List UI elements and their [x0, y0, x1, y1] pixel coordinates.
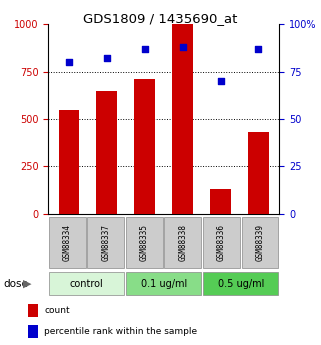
Text: GSM88338: GSM88338: [178, 224, 187, 261]
Text: GDS1809 / 1435690_at: GDS1809 / 1435690_at: [83, 12, 238, 25]
Bar: [241, 217, 279, 268]
Bar: [203, 217, 240, 268]
Point: [218, 78, 223, 84]
Point: [180, 44, 185, 50]
Point: [66, 59, 72, 65]
Text: 0.1 ug/ml: 0.1 ug/ml: [141, 279, 187, 289]
Text: GSM88336: GSM88336: [217, 224, 226, 261]
Bar: [28, 304, 38, 317]
Bar: [87, 217, 125, 268]
Bar: [203, 272, 279, 295]
Text: 0.5 ug/ml: 0.5 ug/ml: [218, 279, 264, 289]
Point: [256, 46, 261, 51]
Bar: [248, 132, 269, 214]
Text: percentile rank within the sample: percentile rank within the sample: [44, 327, 197, 336]
Point: [104, 56, 109, 61]
Bar: [49, 272, 125, 295]
Point: [142, 46, 147, 51]
Text: GSM88334: GSM88334: [63, 224, 72, 261]
Bar: [164, 217, 202, 268]
Bar: [126, 217, 163, 268]
Bar: [28, 325, 38, 338]
Bar: [96, 90, 117, 214]
Bar: [58, 110, 79, 214]
Text: count: count: [44, 306, 70, 315]
Bar: [49, 217, 86, 268]
Text: GSM88335: GSM88335: [140, 224, 149, 261]
Text: GSM88339: GSM88339: [256, 224, 265, 261]
Text: ▶: ▶: [23, 279, 31, 289]
Text: GSM88337: GSM88337: [101, 224, 110, 261]
Bar: [134, 79, 155, 214]
Text: control: control: [70, 279, 104, 289]
Bar: [210, 189, 231, 214]
Bar: [172, 24, 193, 214]
Text: dose: dose: [3, 279, 28, 289]
Bar: [126, 272, 202, 295]
